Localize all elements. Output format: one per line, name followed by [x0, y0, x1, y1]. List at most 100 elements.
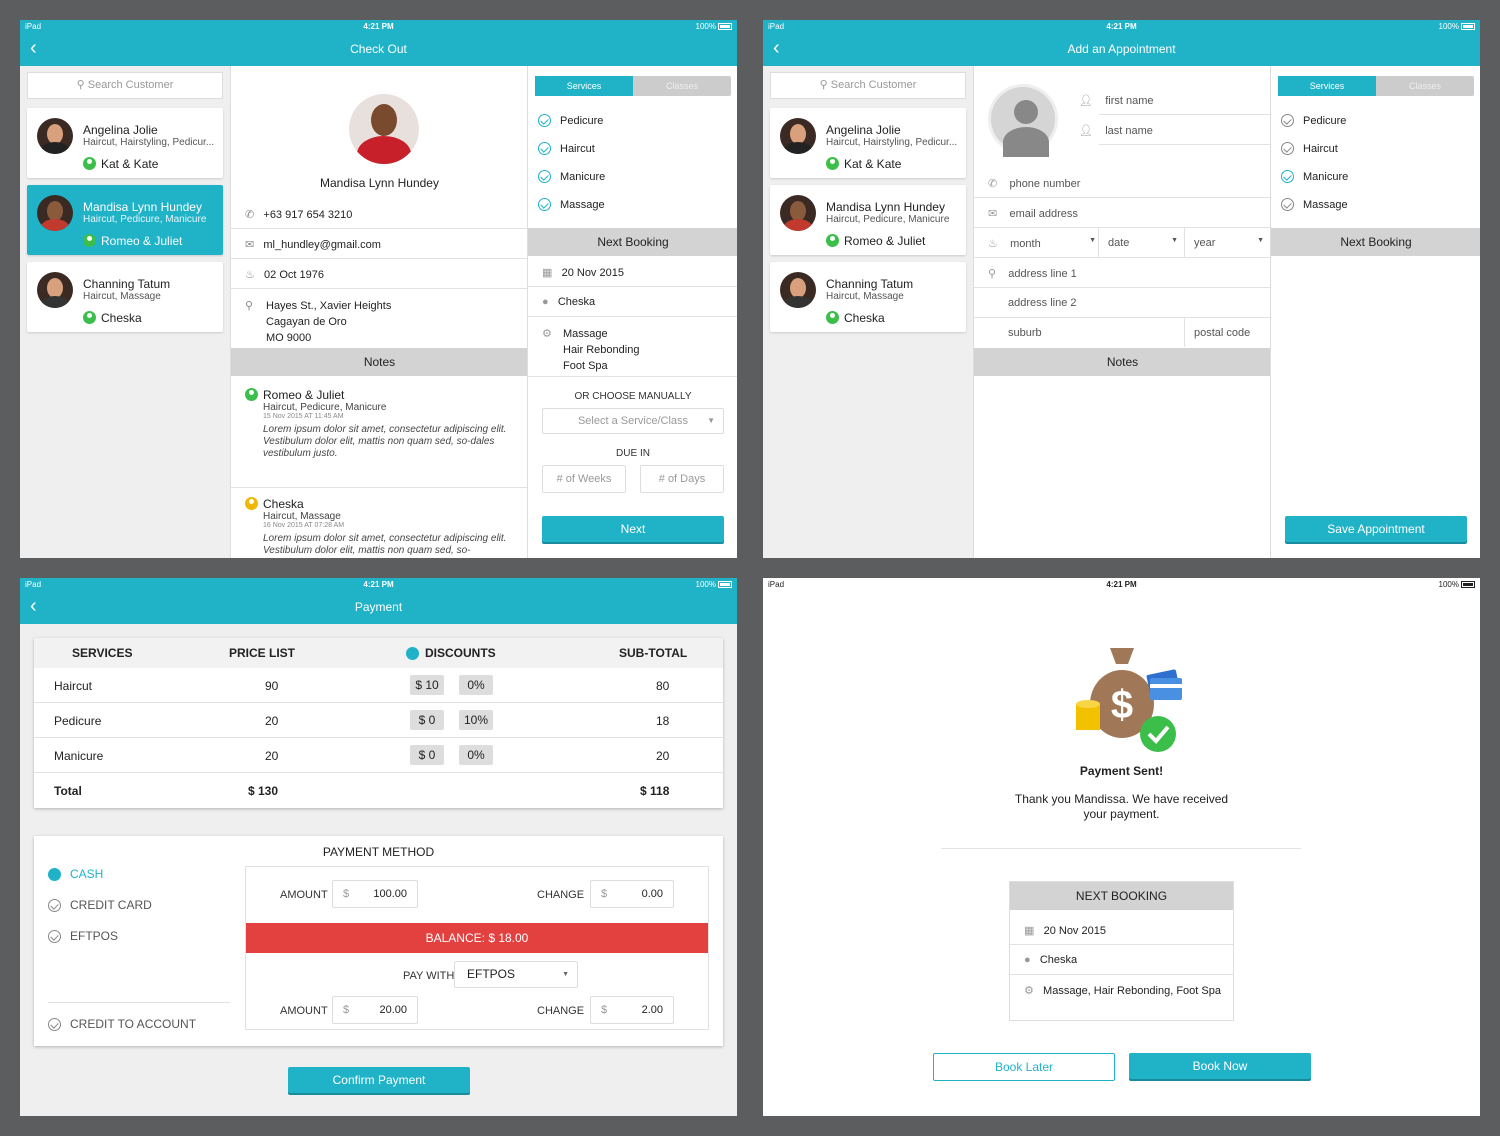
photo-placeholder-icon[interactable] — [988, 84, 1058, 157]
customer-card[interactable]: Angelina Jolie Haircut, Hairstyling, Ped… — [27, 108, 223, 178]
amount-input[interactable]: $20.00 — [332, 996, 418, 1024]
method-credit-to-account[interactable]: CREDIT TO ACCOUNT — [48, 1017, 196, 1031]
service-item[interactable]: Pedicure — [1281, 114, 1346, 127]
tab-classes[interactable]: Classes — [1408, 81, 1441, 91]
book-now-button[interactable]: Book Now — [1129, 1053, 1311, 1079]
discount-amount-input[interactable]: $ 0 — [410, 745, 444, 765]
service-item[interactable]: Haircut — [1281, 142, 1338, 155]
email-value: ml_hundley@gmail.com — [263, 239, 381, 251]
method-cash[interactable]: CASH — [48, 867, 103, 881]
change-field: $2.00 — [590, 996, 674, 1024]
avatar — [37, 118, 73, 154]
confirm-payment-button[interactable]: Confirm Payment — [288, 1067, 470, 1093]
battery-indicator: 100% — [1439, 580, 1475, 589]
status-bar: iPad 4:21 PM 100% — [20, 578, 737, 592]
amount-input[interactable]: $100.00 — [332, 880, 418, 908]
address-line-1-field[interactable]: ⚲ address line 1 — [988, 268, 1077, 280]
payment-sent-screen: iPad 4:21 PM 100% $ Payment Sent! Thank … — [763, 578, 1480, 1116]
status-bar: iPad 4:21 PM 100% — [763, 578, 1480, 592]
profile-name: Mandisa Lynn Hundey — [320, 176, 439, 190]
check-icon — [1281, 114, 1294, 127]
nav-bar: ‹ Add an Appointment — [763, 34, 1480, 66]
customer-card-selected[interactable]: Mandisa Lynn Hundey Haircut, Pedicure, M… — [27, 185, 223, 255]
avatar — [37, 272, 73, 308]
service-item[interactable]: Manicure — [538, 170, 605, 183]
service-item[interactable]: Haircut — [538, 142, 595, 155]
service-item[interactable]: Massage — [1281, 198, 1348, 211]
phone-field[interactable]: ✆ phone number — [988, 178, 1081, 190]
customer-card[interactable]: Channing Tatum Haircut, Massage Cheska — [27, 262, 223, 332]
back-chevron-icon[interactable]: ‹ — [30, 595, 37, 617]
or-choose-label: OR CHOOSE MANUALLY — [574, 391, 692, 402]
services-table: SERVICES PRICE LIST DISCOUNTS SUB-TOTAL … — [34, 638, 723, 808]
battery-indicator: 100% — [1439, 22, 1475, 31]
year-select[interactable]: year ▼ — [1194, 237, 1264, 249]
column-header: PRICE LIST — [229, 646, 296, 660]
battery-icon — [1461, 23, 1475, 30]
discount-percent-input[interactable]: 10% — [459, 710, 493, 730]
due-in-label: DUE IN — [616, 448, 650, 459]
days-input[interactable]: # of Days — [640, 465, 724, 493]
service-select[interactable]: Select a Service/Class ▼ — [542, 408, 724, 434]
pay-with-select[interactable]: EFTPOS ▼ — [454, 961, 578, 988]
clock-label: 4:21 PM — [363, 580, 394, 589]
check-icon — [48, 930, 61, 943]
service-item[interactable]: Massage — [538, 198, 605, 211]
page-title: Payment — [354, 600, 403, 614]
carrier-label: iPad — [25, 580, 42, 589]
search-input[interactable]: ⚲ Search Customer — [770, 72, 966, 99]
svg-text:$: $ — [1111, 683, 1133, 727]
weeks-input[interactable]: # of Weeks — [542, 465, 626, 493]
birthday-icon: ♨ — [988, 238, 998, 250]
first-name-field[interactable]: 👤︎ first name — [1079, 95, 1154, 107]
payment-method-title: PAYMENT METHOD — [322, 845, 435, 859]
discount-amount-input[interactable]: $ 0 — [410, 710, 444, 730]
back-chevron-icon[interactable]: ‹ — [30, 37, 37, 59]
discount-amount-input[interactable]: $ 10 — [410, 675, 444, 695]
calendar-icon: ▦ — [542, 267, 553, 279]
note-item: Romeo & Juliet Haircut, Pedicure, Manicu… — [245, 388, 515, 460]
back-chevron-icon[interactable]: ‹ — [773, 37, 780, 59]
address-line-2-field[interactable]: address line 2 — [1008, 297, 1077, 309]
tab-classes[interactable]: Classes — [665, 81, 698, 91]
customer-card[interactable]: Mandisa Lynn Hundey Haircut, Pedicure, M… — [770, 185, 966, 255]
method-eftpos[interactable]: EFTPOS — [48, 929, 118, 943]
save-appointment-button[interactable]: Save Appointment — [1285, 516, 1467, 542]
payment-entry-box: AMOUNT $100.00 CHANGE $0.00 BALANCE: $ 1… — [245, 866, 709, 1030]
email-field[interactable]: ✉ email address — [988, 208, 1078, 220]
discount-percent-input[interactable]: 0% — [459, 745, 493, 765]
check-icon — [538, 142, 551, 155]
postal-code-field[interactable]: postal code — [1194, 327, 1251, 339]
search-input[interactable]: ⚲ Search Customer — [27, 72, 223, 99]
next-button[interactable]: Next — [542, 516, 724, 542]
status-bar: iPad 4:21 PM 100% — [763, 20, 1480, 34]
person-icon: ● — [542, 296, 549, 308]
tab-bar: Services Classes — [535, 76, 731, 96]
discount-percent-input[interactable]: 0% — [459, 675, 493, 695]
method-credit-card[interactable]: CREDIT CARD — [48, 898, 152, 912]
book-later-button[interactable]: Book Later — [933, 1053, 1115, 1081]
dropdown-arrow-icon: ▼ — [1171, 237, 1178, 244]
suburb-field[interactable]: suburb — [1008, 327, 1042, 339]
last-name-field[interactable]: 👤︎ last name — [1079, 125, 1153, 137]
battery-indicator: 100% — [696, 22, 732, 31]
address-line: MO 9000 — [266, 332, 312, 344]
customer-card[interactable]: Angelina Jolie Haircut, Hairstyling, Ped… — [770, 108, 966, 178]
next-booking-header: Next Booking — [528, 228, 737, 256]
service-item[interactable]: Manicure — [1281, 170, 1348, 183]
check-icon — [538, 198, 551, 211]
tab-services[interactable]: Services — [535, 76, 633, 96]
checkout-screen: iPad 4:21 PM 100% ‹ Check Out ⚲ Search C… — [20, 20, 737, 558]
tab-services[interactable]: Services — [1278, 76, 1376, 96]
customer-card[interactable]: Channing Tatum Haircut, Massage Cheska — [770, 262, 966, 332]
service-item[interactable]: Pedicure — [538, 114, 603, 127]
payment-screen: iPad 4:21 PM 100% ‹ Payment SERVICES PRI… — [20, 578, 737, 1116]
date-select[interactable]: date ▼ — [1108, 237, 1178, 249]
month-select[interactable]: ♨ month ▼ — [988, 237, 1096, 250]
column-header[interactable]: DISCOUNTS — [406, 646, 496, 660]
calendar-icon: ▦ — [1024, 925, 1035, 937]
column-header: SUB-TOTAL — [619, 646, 688, 660]
customer-list: ⚲ Search Customer Angelina Jolie Haircut… — [20, 66, 230, 558]
customer-list: ⚲ Search Customer Angelina Jolie Haircut… — [763, 66, 973, 558]
clock-label: 4:21 PM — [1106, 580, 1137, 589]
